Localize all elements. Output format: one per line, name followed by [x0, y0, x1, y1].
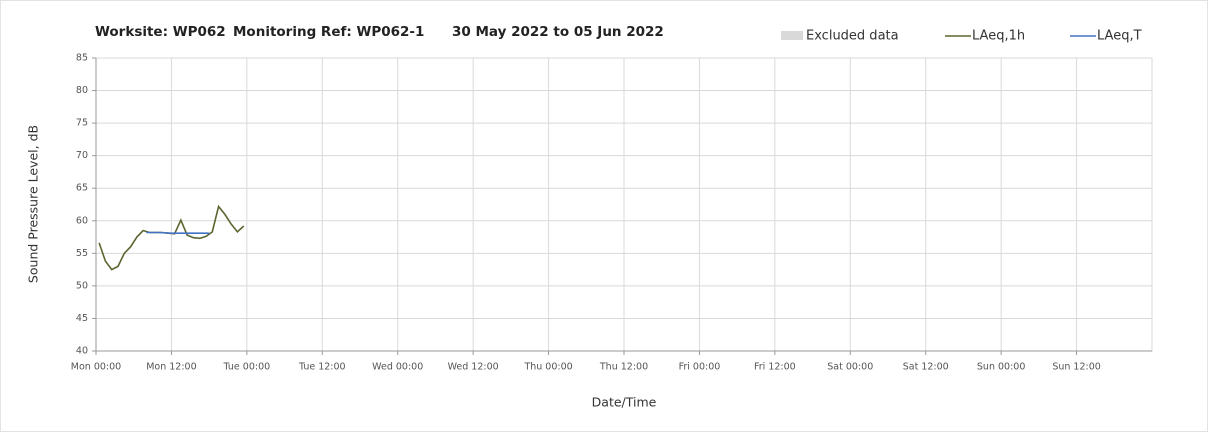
x-tick-label: Wed 12:00 — [448, 362, 499, 373]
y-tick-label: 70 — [76, 150, 88, 161]
chart-title: Monitoring Ref: WP062-1 — [233, 24, 424, 40]
x-axis-label: Date/Time — [592, 395, 657, 410]
series-line — [146, 231, 210, 234]
x-tick-label: Sun 12:00 — [1052, 362, 1100, 373]
x-tick-label: Sun 00:00 — [977, 362, 1025, 373]
y-tick-label: 75 — [76, 118, 88, 129]
legend-label: LAeq,T — [1097, 29, 1142, 44]
x-tick-label: Wed 00:00 — [372, 362, 423, 373]
y-tick-label: 55 — [76, 248, 88, 259]
legend-label: LAeq,1h — [972, 29, 1025, 44]
x-tick-label: Mon 12:00 — [146, 362, 196, 373]
y-tick-label: 80 — [76, 85, 88, 96]
y-tick-label: 60 — [76, 215, 88, 226]
y-tick-label: 65 — [76, 183, 88, 194]
y-axis-label: Sound Pressure Level, dB — [26, 125, 41, 283]
x-tick-label: Thu 12:00 — [599, 362, 648, 373]
y-tick-label: 40 — [76, 346, 88, 357]
x-tick-label: Fri 00:00 — [679, 362, 721, 373]
x-tick-label: Mon 00:00 — [71, 362, 121, 373]
x-tick-label: Tue 12:00 — [298, 362, 346, 373]
y-tick-label: 45 — [76, 313, 88, 324]
x-tick-label: Sat 00:00 — [827, 362, 873, 373]
y-tick-label: 85 — [76, 53, 88, 64]
x-tick-label: Thu 00:00 — [523, 362, 572, 373]
x-tick-label: Fri 12:00 — [754, 362, 796, 373]
legend-swatch — [781, 31, 803, 40]
legend-label: Excluded data — [806, 29, 899, 44]
x-tick-label: Sat 12:00 — [903, 362, 949, 373]
y-tick-label: 50 — [76, 280, 88, 291]
chart-title: Worksite: WP062 — [95, 24, 226, 40]
x-tick-label: Tue 00:00 — [223, 362, 271, 373]
chart-title: 30 May 2022 to 05 Jun 2022 — [452, 24, 664, 40]
